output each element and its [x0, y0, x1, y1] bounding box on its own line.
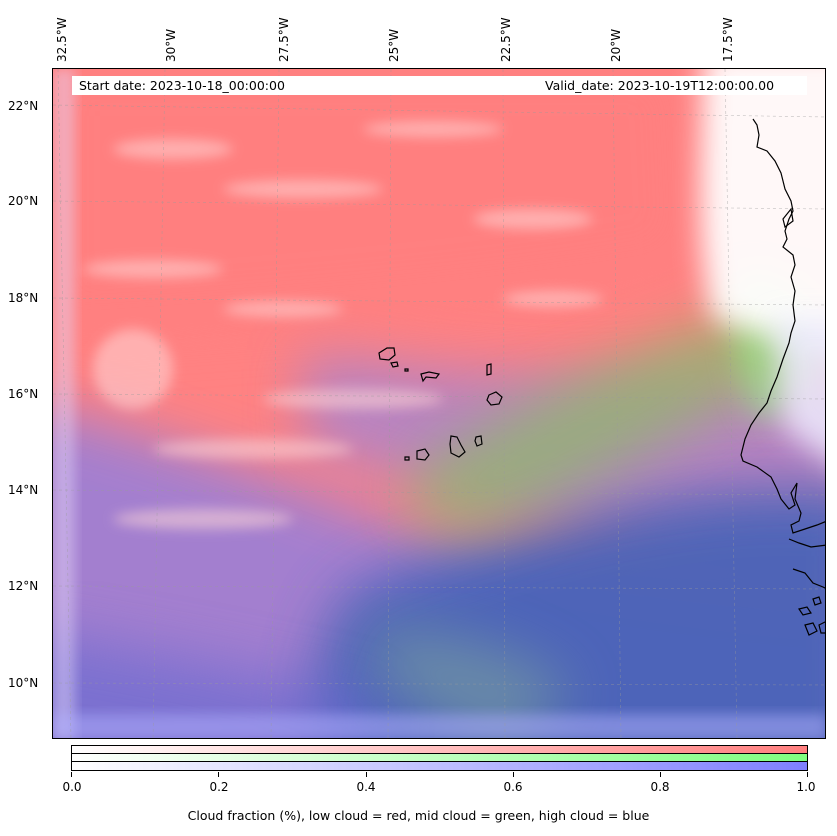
island-sao-nicolau	[420, 371, 441, 383]
lon-label-22-5w: 22.5°W	[499, 17, 513, 62]
start-date-label: Start date: 2023-10-18_00:00:00	[79, 78, 285, 93]
cape-verde-islands	[378, 347, 503, 461]
lon-label-25w: 25°W	[387, 28, 401, 62]
island-brava	[404, 456, 410, 461]
colorbar-tick-4	[660, 772, 661, 777]
lat-label-22n: 22°N	[8, 99, 39, 113]
lon-label-30w: 30°W	[164, 28, 178, 62]
colorbar-ticklabel-1: 0.2	[209, 780, 229, 794]
colorbar-ticklabel-5: 1.0	[796, 780, 816, 794]
island-sal	[486, 363, 492, 376]
colorbar-ticklabel-4: 0.8	[650, 780, 670, 794]
island-santo-antao	[378, 347, 396, 361]
coast-islets-north	[782, 207, 794, 229]
date-banner	[72, 76, 807, 95]
colorbar-tick-5	[807, 772, 808, 777]
clear-sky-east	[773, 319, 825, 457]
coast-islets-bissagos-4	[818, 621, 825, 634]
lon-label-32-5w: 32.5°W	[55, 17, 69, 62]
colorbar-ticklabel-0: 0.0	[62, 780, 82, 794]
african-coastline	[740, 118, 825, 534]
colorbar-ticklabel-2: 0.4	[356, 780, 376, 794]
deep-blue-south-west	[53, 635, 373, 738]
mid-cloud-band	[413, 299, 825, 532]
colorbar-low-cloud-strip	[72, 746, 807, 754]
lon-label-17-5w: 17.5°W	[721, 17, 735, 62]
coast-guinea-bissau	[792, 568, 825, 589]
gridlines	[53, 69, 825, 738]
lat-label-20n: 20°N	[8, 194, 39, 208]
cloud-streaks	[83, 121, 603, 529]
coast-gambia	[788, 538, 825, 548]
island-fogo	[416, 448, 430, 461]
lat-label-14n: 14°N	[8, 483, 39, 497]
mid-cloud-southwest	[373, 629, 573, 738]
southern-edge-strip	[53, 714, 825, 738]
colorbar	[71, 745, 808, 771]
colorbar-ticklabel-3: 0.6	[503, 780, 523, 794]
colorbar-high-cloud-strip	[72, 762, 807, 770]
coast-islets-bissagos-2	[812, 596, 822, 606]
colorbar-caption: Cloud fraction (%), low cloud = red, mid…	[187, 808, 650, 823]
island-santa-luzia	[404, 368, 409, 372]
island-maio	[474, 435, 483, 447]
cloud-fraction-map	[52, 68, 826, 739]
colorbar-mid-cloud-strip	[72, 754, 807, 762]
lon-label-27-5w: 27.5°W	[277, 17, 291, 62]
lon-label-20w: 20°W	[609, 28, 623, 62]
lat-label-10n: 10°N	[8, 676, 39, 690]
coast-islets-bissagos-3	[804, 622, 818, 636]
lat-label-12n: 12°N	[8, 579, 39, 593]
coast-islets-bissagos-1	[798, 606, 812, 616]
colorbar-tick-2	[366, 772, 367, 777]
island-sao-vicente	[390, 361, 399, 368]
island-boa-vista	[486, 391, 503, 406]
lat-label-18n: 18°N	[8, 291, 39, 305]
island-santiago	[449, 435, 466, 458]
colorbar-tick-0	[71, 772, 72, 777]
lat-label-16n: 16°N	[8, 387, 39, 401]
western-edge-strip	[53, 69, 75, 738]
map-canvas	[53, 69, 825, 738]
colorbar-tick-3	[513, 772, 514, 777]
clear-sky-northeast	[700, 69, 825, 354]
colorbar-tick-1	[218, 772, 219, 777]
valid-date-label: Valid_date: 2023-10-19T12:00:00.00	[545, 78, 775, 93]
